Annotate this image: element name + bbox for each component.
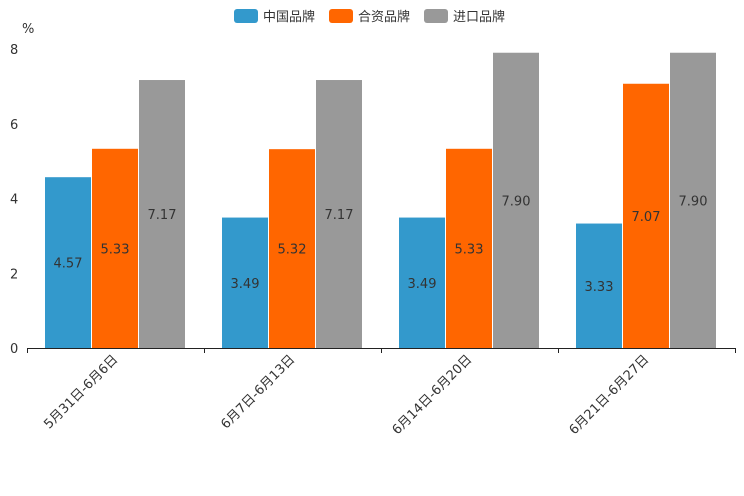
bar-series2-cat4[interactable] [623, 83, 669, 348]
data-label-series3-cat4: 7.90 [679, 194, 708, 209]
data-label-series2-cat4: 7.07 [632, 210, 661, 225]
data-label-series3-cat1: 7.17 [148, 208, 177, 223]
legend-swatch-3[interactable] [424, 9, 448, 23]
y-tick-label-4: 4 [10, 193, 18, 208]
legend-swatch-2[interactable] [329, 9, 353, 23]
legend-label-2[interactable]: 合资品牌 [358, 9, 410, 25]
data-label-series2-cat2: 5.32 [278, 243, 307, 258]
data-labels: 4.57 5.33 7.17 3.49 5.32 7.17 3.49 5.33 7.90 3.33… [54, 194, 708, 294]
bar-series1-cat3[interactable] [399, 217, 445, 348]
y-tick-label-6: 6 [10, 118, 18, 133]
bar-series1-cat2[interactable] [222, 217, 268, 348]
bar-series3-cat2[interactable] [316, 80, 362, 349]
bar-series3-cat4[interactable] [670, 52, 716, 349]
data-label-series1-cat1: 4.57 [54, 257, 83, 272]
x-category-label-3: 6月14日-6月20日 [390, 352, 476, 438]
data-label-series3-cat3: 7.90 [502, 194, 531, 209]
x-category-label-1: 5月31日-6月6日 [41, 352, 121, 432]
y-tick-label-8: 8 [10, 43, 18, 58]
y-axis-unit-label: % [22, 22, 34, 37]
bar-series1-cat1[interactable] [45, 177, 91, 348]
bar-series2-cat2[interactable] [269, 149, 315, 348]
y-tick-label-2: 2 [10, 267, 18, 282]
bar-series1-cat4[interactable] [576, 223, 622, 348]
bar-series3-cat1[interactable] [139, 80, 185, 349]
bar-series3-cat3[interactable] [493, 52, 539, 349]
x-category-label-4: 6月21日-6月27日 [567, 352, 653, 438]
bar-series2-cat3[interactable] [446, 148, 492, 348]
y-tick-label-0: 0 [10, 342, 18, 357]
y-axis: 0 2 4 6 8 [10, 43, 18, 357]
data-label-series2-cat3: 5.33 [455, 242, 484, 257]
data-label-series1-cat4: 3.33 [585, 280, 614, 295]
x-category-label-2: 6月7日-6月13日 [218, 352, 298, 432]
bars [45, 52, 716, 349]
data-label-series1-cat2: 3.49 [231, 277, 260, 292]
data-label-series2-cat1: 5.33 [101, 242, 130, 257]
legend-label-3[interactable]: 进口品牌 [453, 9, 505, 25]
legend-label-1[interactable]: 中国品牌 [263, 9, 315, 25]
legend: 中国品牌 合资品牌 进口品牌 [234, 9, 505, 25]
bar-series2-cat1[interactable] [92, 148, 138, 348]
legend-swatch-1[interactable] [234, 9, 258, 23]
data-label-series3-cat2: 7.17 [325, 208, 354, 223]
data-label-series1-cat3: 3.49 [408, 277, 437, 292]
x-axis: 5月31日-6月6日 6月7日-6月13日 6月14日-6月20日 6月21日-6月2… [27, 348, 736, 438]
